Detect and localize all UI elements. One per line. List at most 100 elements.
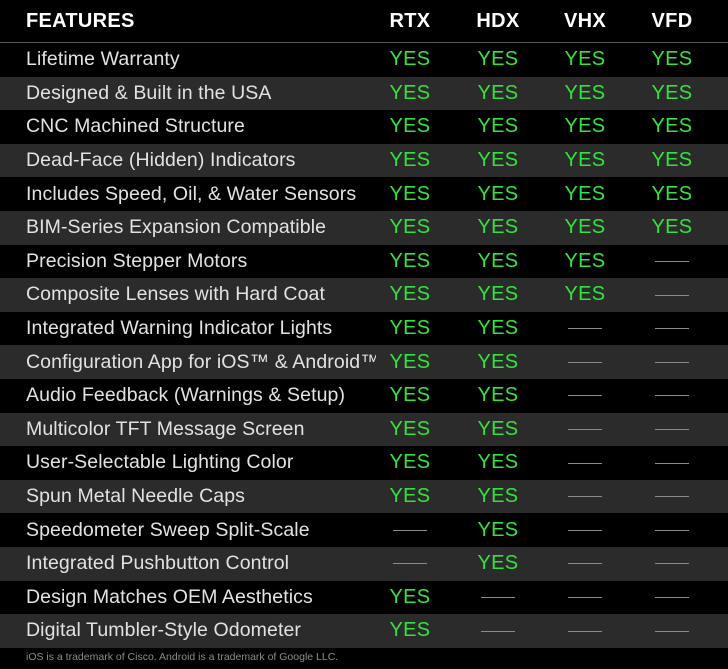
dash-icon — [568, 395, 602, 397]
yes-value: YES — [477, 81, 519, 104]
table-row: Multicolor TFT Message Screen YES YES — [0, 412, 728, 447]
yes-value: YES — [564, 149, 606, 172]
not-available-dash — [637, 451, 707, 474]
not-available-dash — [637, 351, 707, 374]
table-row: Precision Stepper Motors YES YES YES — [0, 245, 728, 279]
yes-value: YES — [477, 518, 519, 541]
dash-icon — [655, 630, 689, 632]
not-available-dash — [637, 619, 707, 642]
feature-label: Lifetime Warranty — [26, 48, 180, 71]
yes-value: YES — [389, 317, 431, 340]
table-row: Audio Feedback (Warnings & Setup) YES YES — [0, 379, 728, 413]
yes-value: YES — [389, 283, 431, 306]
not-available-dash — [375, 552, 445, 575]
yes-value: YES — [389, 216, 431, 239]
not-available-dash — [463, 619, 533, 642]
not-available-dash — [550, 384, 620, 407]
yes-value: YES — [651, 182, 693, 205]
not-available-dash — [550, 586, 620, 609]
table-row: Digital Tumbler-Style Odometer YES — [0, 614, 728, 648]
dash-icon — [393, 563, 427, 565]
table-row: Design Matches OEM Aesthetics YES — [0, 581, 728, 615]
yes-value: YES — [564, 115, 606, 138]
not-available-dash — [637, 418, 707, 441]
not-available-dash — [463, 586, 533, 609]
yes-value: YES — [477, 48, 519, 71]
table-header-row: FEATURES RTX HDX VHX VFD — [0, 0, 728, 43]
yes-value: YES — [564, 48, 606, 71]
yes-value: YES — [564, 81, 606, 104]
yes-value: YES — [477, 350, 519, 373]
dash-icon — [481, 630, 515, 632]
feature-label: Digital Tumbler-Style Odometer — [26, 619, 302, 642]
not-available-dash — [550, 485, 620, 508]
table-body: Lifetime Warranty YES YES YES YES Designed & … — [0, 43, 728, 648]
yes-value: YES — [651, 216, 693, 239]
yes-value: YES — [389, 81, 431, 104]
yes-value: YES — [389, 182, 431, 205]
dash-icon — [655, 563, 689, 565]
yes-value: YES — [477, 384, 519, 407]
not-available-dash — [637, 586, 707, 609]
not-available-dash — [550, 418, 620, 441]
not-available-dash — [550, 552, 620, 575]
dash-icon — [568, 597, 602, 599]
feature-label: Precision Stepper Motors — [26, 249, 248, 272]
not-available-dash — [550, 451, 620, 474]
feature-label: User-Selectable Lighting Color — [26, 451, 294, 474]
yes-value: YES — [477, 451, 519, 474]
not-available-dash — [550, 519, 620, 542]
yes-value: YES — [477, 149, 519, 172]
table-row: Dead-Face (Hidden) Indicators YES YES YES YE… — [0, 143, 728, 178]
dash-icon — [568, 563, 602, 565]
yes-value: YES — [389, 48, 431, 71]
not-available-dash — [637, 552, 707, 575]
feature-label: Composite Lenses with Hard Coat — [26, 283, 325, 306]
yes-value: YES — [389, 149, 431, 172]
not-available-dash — [550, 351, 620, 374]
dash-icon — [655, 462, 689, 464]
column-header-hdx: HDX — [476, 9, 520, 32]
table-row: Spun Metal Needle Caps YES YES — [0, 479, 728, 514]
dash-icon — [655, 395, 689, 397]
yes-value: YES — [564, 249, 606, 272]
not-available-dash — [375, 519, 445, 542]
dash-icon — [568, 361, 602, 363]
table-row: Speedometer Sweep Split-Scale YES — [0, 513, 728, 547]
not-available-dash — [637, 250, 707, 273]
feature-label: Design Matches OEM Aesthetics — [26, 585, 313, 608]
feature-label: BIM-Series Expansion Compatible — [26, 216, 327, 239]
not-available-dash — [550, 619, 620, 642]
feature-label: CNC Machined Structure — [26, 115, 245, 138]
dash-icon — [655, 597, 689, 599]
yes-value: YES — [564, 216, 606, 239]
table-row: Designed & Built in the USA YES YES YES YES — [0, 76, 728, 111]
yes-value: YES — [389, 417, 431, 440]
yes-value: YES — [389, 451, 431, 474]
feature-label: Integrated Warning Indicator Lights — [26, 317, 333, 340]
table-row: Configuration App for iOS™ & Android™ YES… — [0, 345, 728, 379]
not-available-dash — [637, 384, 707, 407]
feature-label: Audio Feedback (Warnings & Setup) — [26, 384, 346, 407]
table-row: Lifetime Warranty YES YES YES YES — [0, 43, 728, 77]
yes-value: YES — [477, 417, 519, 440]
feature-label: Multicolor TFT Message Screen — [26, 417, 305, 440]
yes-value: YES — [477, 485, 519, 508]
yes-value: YES — [477, 317, 519, 340]
not-available-dash — [637, 485, 707, 508]
dash-icon — [481, 597, 515, 599]
dash-icon — [568, 529, 602, 531]
yes-value: YES — [389, 115, 431, 138]
column-header-rtx: RTX — [389, 9, 431, 32]
yes-value: YES — [477, 115, 519, 138]
trademark-footnote: iOS is a trademark of Cisco. Android is … — [26, 651, 339, 663]
feature-comparison-table: FEATURES RTX HDX VHX VFD Lifetime Warran… — [0, 0, 728, 648]
yes-value: YES — [564, 182, 606, 205]
not-available-dash — [637, 519, 707, 542]
feature-label: Integrated Pushbutton Control — [26, 552, 290, 575]
not-available-dash — [637, 317, 707, 340]
feature-label: Configuration App for iOS™ & Android™ — [26, 350, 376, 373]
yes-value: YES — [564, 283, 606, 306]
feature-label: Speedometer Sweep Split-Scale — [26, 518, 310, 541]
feature-label: Includes Speed, Oil, & Water Sensors — [26, 182, 357, 205]
